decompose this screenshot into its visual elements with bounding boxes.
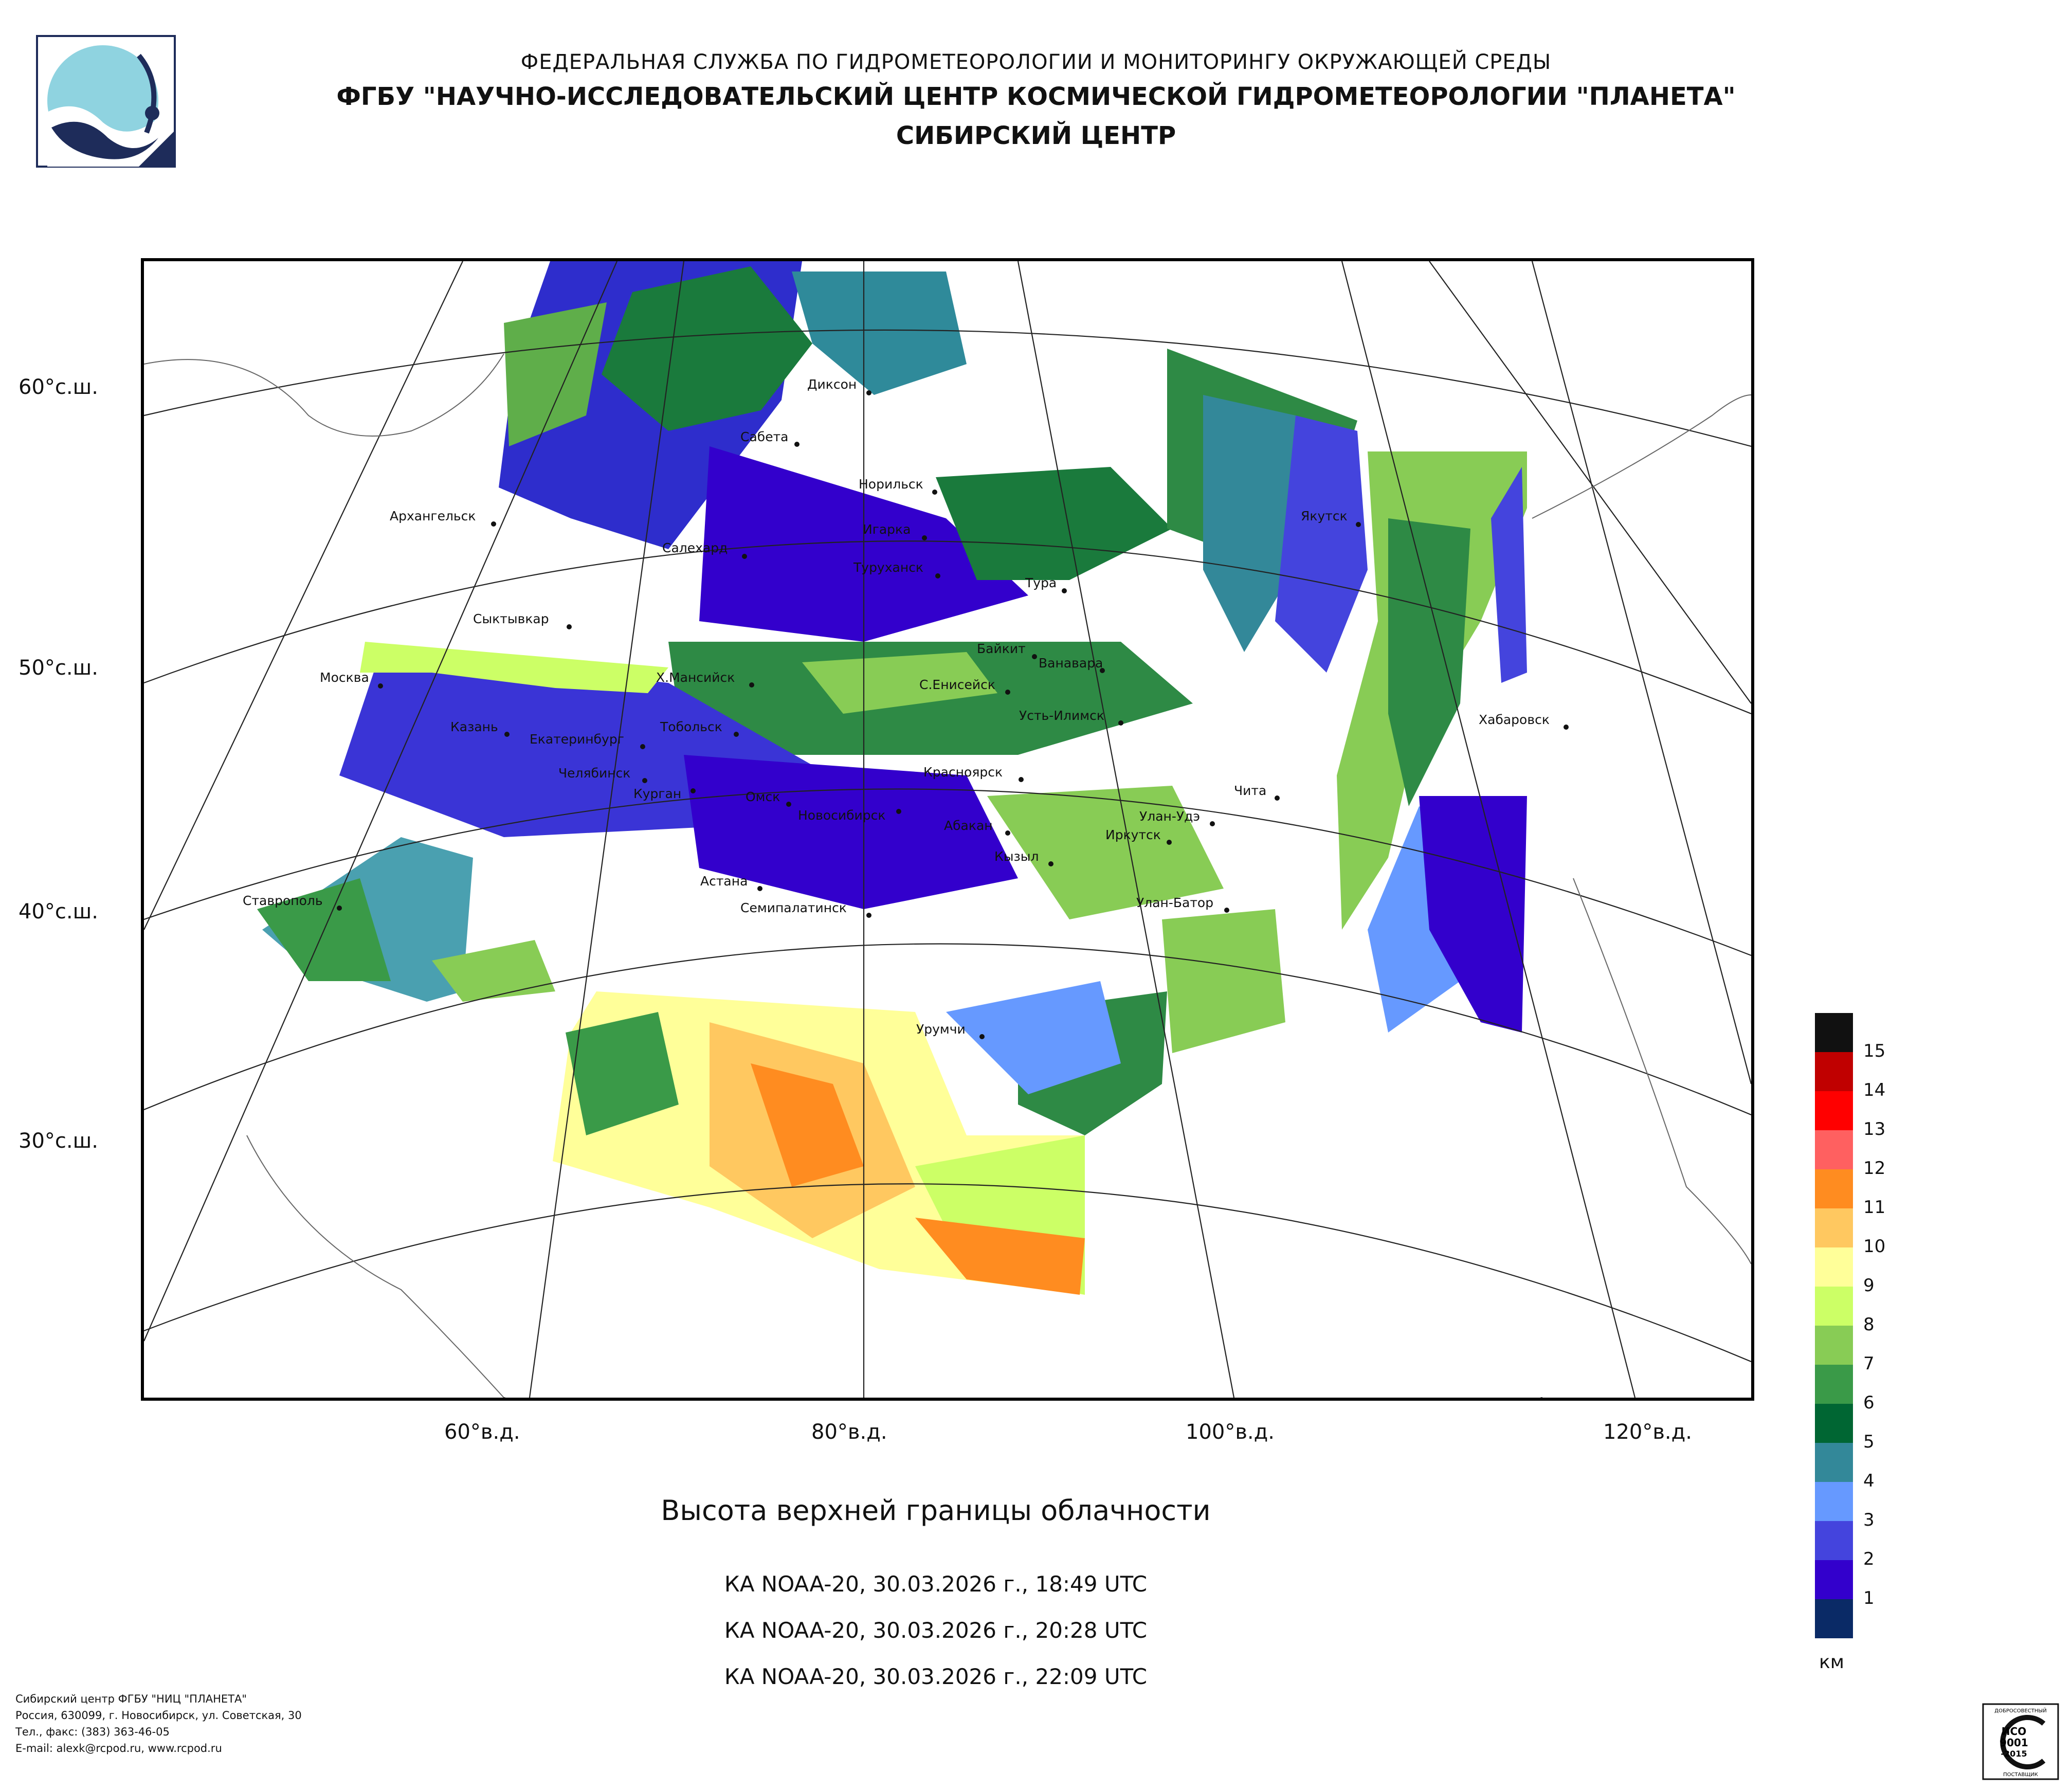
iso-certification-badge: ДОБРОСОВЕСТНЫЙ ИСО 9001 -2015 ПОСТАВЩИК: [1982, 1703, 2059, 1780]
city-label: Байкит: [977, 641, 1026, 656]
legend-label: 5: [1863, 1432, 1875, 1452]
legend-label: 2: [1863, 1549, 1875, 1569]
legend-swatch: [1815, 1247, 1853, 1287]
legend-swatch: [1815, 1599, 1853, 1638]
footer-org: Сибирский центр ФГБУ "НИЦ "ПЛАНЕТА": [15, 1693, 247, 1705]
map-canvas: Диксон Сабета Норильск Архангельск Салех…: [144, 261, 1751, 1398]
lat-label-50: 50°с.ш.: [19, 656, 98, 680]
city-label: Салехард: [662, 540, 728, 555]
planeta-logo: [36, 35, 176, 168]
legend-label: 15: [1863, 1041, 1886, 1061]
legend-swatch: [1815, 1365, 1853, 1404]
satellite-pass: КА NOAA-20, 30.03.2026 г., 18:49 UTC: [724, 1571, 1148, 1597]
city-label: Тура: [1025, 575, 1057, 590]
city-label: Тобольск: [660, 719, 722, 734]
city-label: Кызыл: [994, 849, 1039, 864]
city-label: Норильск: [859, 477, 923, 492]
city-label: Урумчи: [916, 1022, 966, 1037]
city-label: Абакан: [944, 818, 993, 833]
lon-label-80: 80°в.д.: [811, 1420, 887, 1444]
legend-label: 14: [1863, 1080, 1886, 1100]
legend-swatch: [1815, 1326, 1853, 1365]
legend-label: 1: [1863, 1588, 1875, 1608]
city-label: Диксон: [807, 377, 857, 392]
city-label: Хабаровск: [1479, 712, 1550, 727]
legend-label: 7: [1863, 1353, 1875, 1374]
legend-label: 11: [1863, 1197, 1886, 1218]
city-label: Архангельск: [390, 509, 476, 523]
city-label: Курган: [633, 786, 681, 801]
city-label: Улан-Удэ: [1139, 809, 1200, 824]
legend-swatch: [1815, 1013, 1853, 1052]
legend-swatch: [1815, 1560, 1853, 1599]
city-label: Москва: [320, 670, 369, 685]
city-label: Игарка: [863, 522, 911, 537]
legend-label: 9: [1863, 1275, 1875, 1296]
lon-label-120: 120°в.д.: [1603, 1420, 1693, 1444]
product-title: Высота верхней границы облачности: [661, 1494, 1211, 1527]
lat-label-30: 30°с.ш.: [19, 1129, 98, 1153]
city-label: Улан-Батор: [1136, 895, 1213, 910]
lon-label-60: 60°в.д.: [444, 1420, 520, 1444]
legend-swatch: [1815, 1521, 1853, 1560]
satellite-swath: [257, 261, 1527, 1295]
graticule: [144, 261, 1751, 1398]
legend-swatch: [1815, 1482, 1853, 1521]
legend-swatch: [1815, 1169, 1853, 1208]
legend-swatch: [1815, 1287, 1853, 1326]
city-label: Челябинск: [558, 766, 630, 781]
city-label: С.Енисейск: [919, 677, 995, 692]
lat-label-40: 40°с.ш.: [19, 900, 98, 924]
city-label: Семипалатинск: [740, 900, 847, 915]
legend-label: 13: [1863, 1119, 1886, 1139]
city-label: Иркутск: [1105, 827, 1161, 842]
city-label: Сабета: [740, 429, 788, 444]
city-label: Астана: [700, 874, 748, 889]
city-label: Усть-Илимск: [1019, 708, 1104, 723]
legend-label: 6: [1863, 1392, 1875, 1413]
city-label: Туруханск: [853, 560, 923, 575]
city-label: Сыктывкар: [473, 611, 549, 626]
legend-swatch: [1815, 1443, 1853, 1482]
city-label: Якутск: [1301, 509, 1348, 523]
legend-label: 3: [1863, 1510, 1875, 1530]
legend-swatch: [1815, 1130, 1853, 1169]
city-label: Чита: [1234, 783, 1266, 798]
iso-line1: ИСО: [2002, 1725, 2026, 1738]
header-institute: ФГБУ "НАУЧНО-ИССЛЕДОВАТЕЛЬСКИЙ ЦЕНТР КОС…: [336, 82, 1736, 111]
legend-swatch: [1815, 1208, 1853, 1247]
iso-top-text: ДОБРОСОВЕСТНЫЙ: [1994, 1707, 2046, 1714]
cloud-top-height-map: Диксон Сабета Норильск Архангельск Салех…: [141, 258, 1754, 1401]
city-label: Красноярск: [923, 765, 1003, 780]
lon-label-100: 100°в.д.: [1186, 1420, 1275, 1444]
legend-unit: км: [1819, 1652, 1844, 1673]
footer-email: E-mail: alexk@rcpod.ru, www.rcpod.ru: [15, 1742, 222, 1754]
city-label: Омск: [746, 789, 780, 804]
iso-line3: -2015: [2001, 1749, 2027, 1759]
city-label: Новосибирск: [798, 808, 886, 823]
lat-label-60: 60°с.ш.: [19, 375, 98, 399]
city-markers: Диксон Сабета Норильск Архангельск Салех…: [243, 377, 1569, 1039]
legend-label: 8: [1863, 1314, 1875, 1335]
footer-address: Россия, 630099, г. Новосибирск, ул. Сове…: [15, 1709, 302, 1722]
header-center: СИБИРСКИЙ ЦЕНТР: [896, 121, 1176, 150]
legend-label: 4: [1863, 1471, 1875, 1491]
city-label: Екатеринбург: [530, 732, 624, 747]
legend-label: 10: [1863, 1236, 1886, 1257]
header-agency: ФЕДЕРАЛЬНАЯ СЛУЖБА ПО ГИДРОМЕТЕОРОЛОГИИ …: [520, 50, 1552, 74]
city-label: Ванавара: [1039, 656, 1103, 671]
city-label: Казань: [450, 719, 498, 734]
satellite-pass: КА NOAA-20, 30.03.2026 г., 20:28 UTC: [724, 1618, 1148, 1643]
footer-phone: Тел., факс: (383) 363-46-05: [15, 1726, 170, 1738]
coastline: [144, 353, 1751, 1398]
city-label: Х.Мансийск: [656, 670, 735, 685]
iso-bottom-text: ПОСТАВЩИК: [2003, 1772, 2038, 1778]
legend-label: 12: [1863, 1158, 1886, 1179]
legend-swatch: [1815, 1052, 1853, 1091]
legend-swatch: [1815, 1404, 1853, 1443]
legend-swatch: [1815, 1091, 1853, 1130]
iso-line2: 9001: [2000, 1736, 2028, 1749]
satellite-pass: КА NOAA-20, 30.03.2026 г., 22:09 UTC: [724, 1664, 1148, 1689]
city-label: Ставрополь: [243, 893, 323, 908]
